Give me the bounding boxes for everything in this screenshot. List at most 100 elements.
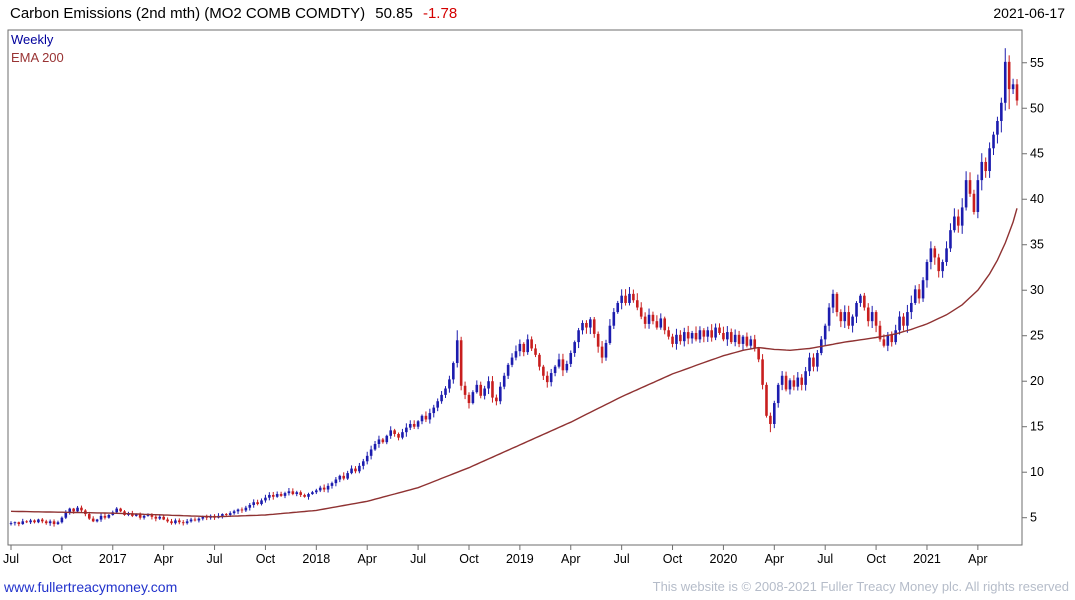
price-chart[interactable]: 5 10 15 20 25 30 35 40 45 50 55 Jul Oct 2017 Apr Jul Oct… [0, 22, 1075, 572]
candle-body [765, 384, 768, 416]
candle-body [271, 494, 275, 497]
candle-body [757, 348, 760, 360]
candle-body [612, 312, 616, 326]
candle-body [483, 388, 486, 396]
candle-body [389, 430, 392, 436]
candle-body [68, 508, 72, 513]
candle-body [788, 380, 792, 390]
candle-body [851, 316, 854, 326]
candle-body [346, 473, 349, 479]
candle-body [311, 492, 314, 495]
candle-body [412, 423, 416, 427]
candle-body [538, 354, 541, 367]
candle-body [162, 516, 165, 520]
candle-body [303, 494, 306, 497]
candle-body [714, 327, 717, 338]
candle-body [733, 334, 737, 343]
candle-body [240, 509, 244, 511]
candle-body [859, 295, 862, 303]
candle-body [381, 439, 385, 443]
candle-body [170, 521, 173, 524]
candle-body [894, 330, 897, 343]
candle-body [866, 307, 870, 322]
site-link[interactable]: www.fullertreacymoney.com [4, 579, 178, 595]
candle-body [260, 500, 263, 505]
candle-body [553, 366, 557, 374]
candle-body [405, 427, 408, 433]
candle-body [827, 307, 831, 326]
candle-body [424, 415, 428, 420]
candle-body [48, 521, 52, 524]
candle-body [835, 293, 839, 313]
candle-body [64, 512, 68, 518]
candle-body [416, 421, 420, 427]
candle-body [397, 433, 400, 438]
x-tick-label: 2017 [99, 552, 127, 566]
candle-body [181, 522, 185, 524]
candle-body [694, 332, 698, 340]
candle-body [968, 180, 972, 194]
candle-body [937, 257, 941, 272]
last-price: 50.85 [375, 5, 413, 22]
candle-body [964, 180, 968, 208]
candle-body [350, 468, 353, 474]
candle-body [941, 262, 944, 272]
y-tick-label: 40 [1030, 192, 1044, 206]
candle-body [776, 384, 780, 404]
x-tick-label: Jul [817, 552, 833, 566]
candle-body [197, 518, 201, 521]
candle-body [710, 330, 713, 338]
candle-body [201, 516, 205, 519]
candle-body [236, 509, 240, 512]
candle-body [326, 485, 330, 490]
candle-body [839, 312, 843, 322]
candle-body [479, 384, 483, 396]
candle-body [608, 325, 612, 344]
candle-body [565, 363, 569, 371]
chart-header: Carbon Emissions (2nd mth) (MO2 COMB COM… [10, 5, 457, 22]
candle-body [467, 394, 471, 404]
candle-body [518, 343, 522, 352]
candle-body [9, 523, 13, 525]
candle-body [741, 336, 745, 344]
candle-body [706, 330, 710, 337]
copyright-text: This website is © 2008-2021 Fuller Treac… [652, 579, 1069, 594]
candle-body [295, 492, 299, 495]
candle-body [510, 357, 514, 365]
candle-body [549, 373, 553, 383]
candle-body [917, 289, 921, 299]
candle-body [475, 384, 479, 393]
candle-body [996, 120, 999, 135]
candle-body [956, 216, 960, 226]
candle-body [385, 435, 389, 443]
candle-body [980, 161, 984, 181]
candle-body [455, 340, 459, 364]
x-tick-label: Apr [765, 552, 784, 566]
candle-body [369, 449, 373, 456]
page-footer: www.fullertreacymoney.com This website i… [0, 576, 1075, 598]
plot-border [7, 29, 1023, 546]
y-tick-label: 50 [1030, 101, 1044, 115]
candle-body [291, 491, 295, 495]
candle-body [401, 432, 404, 438]
candle-body [847, 312, 850, 326]
candle-body [103, 515, 107, 518]
candle-body [1003, 61, 1007, 103]
candle-body [569, 353, 573, 364]
candle-body [72, 508, 75, 512]
candle-body [1015, 84, 1019, 101]
candle-body [698, 330, 702, 340]
candle-body [420, 415, 424, 422]
candle-body [37, 519, 40, 523]
candle-body [189, 519, 193, 522]
candle-body [960, 207, 964, 226]
candle-body [60, 517, 64, 523]
x-tick-label: Apr [154, 552, 173, 566]
candle-body [913, 289, 917, 303]
candle-body [432, 407, 436, 414]
candle-body [287, 491, 291, 494]
candle-body [491, 381, 494, 398]
candle-body [921, 280, 925, 299]
candle-body [487, 381, 490, 389]
candle-body [749, 339, 753, 346]
